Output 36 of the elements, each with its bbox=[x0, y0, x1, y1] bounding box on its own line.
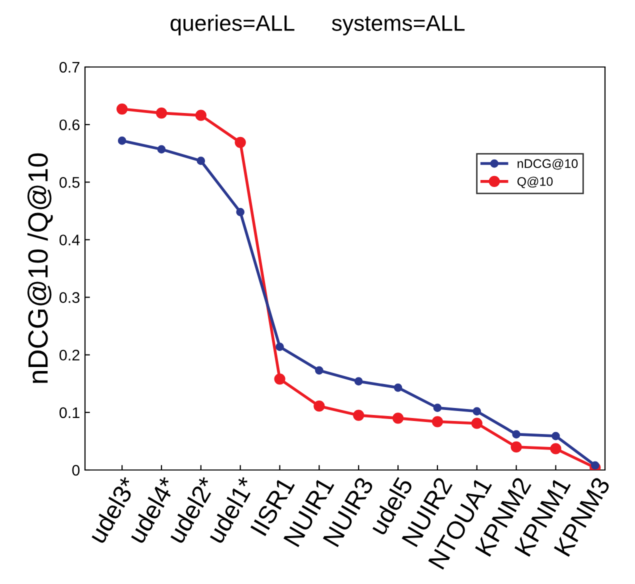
point bbox=[195, 110, 206, 121]
point bbox=[234, 136, 246, 148]
point bbox=[196, 156, 206, 166]
y-axis-title: nDCG@10 /Q@10 bbox=[27, 153, 53, 383]
point bbox=[274, 373, 286, 385]
point bbox=[118, 136, 126, 145]
point bbox=[550, 443, 562, 454]
y-tick-label: 0.3 bbox=[60, 292, 80, 303]
point bbox=[471, 418, 482, 429]
y-tick-label: 0.7 bbox=[60, 62, 80, 73]
y-tick-label: 0.5 bbox=[60, 177, 80, 188]
point bbox=[392, 412, 404, 424]
y-tick-label: 0.6 bbox=[60, 119, 80, 130]
point bbox=[236, 208, 244, 216]
y-tick-label: 0.4 bbox=[60, 234, 80, 246]
point bbox=[353, 410, 364, 421]
point bbox=[116, 103, 128, 115]
point bbox=[394, 384, 402, 392]
point bbox=[354, 377, 363, 386]
point bbox=[510, 441, 522, 453]
point bbox=[314, 400, 325, 412]
y-tick-label: 0.1 bbox=[60, 407, 80, 418]
point bbox=[433, 404, 442, 412]
legend-label: nDCG@10 bbox=[518, 158, 578, 170]
legend-label: Q@10 bbox=[517, 176, 553, 188]
point bbox=[315, 366, 324, 375]
y-tick-label: 0.2 bbox=[60, 350, 80, 361]
point bbox=[276, 342, 284, 351]
chart-title: queries=ALL systems=ALL bbox=[170, 14, 465, 36]
point bbox=[472, 407, 482, 416]
y-tick-label: 0 bbox=[72, 464, 80, 476]
point bbox=[432, 416, 444, 428]
point bbox=[552, 432, 560, 440]
point bbox=[512, 430, 520, 438]
point bbox=[157, 145, 166, 154]
point bbox=[156, 108, 168, 119]
